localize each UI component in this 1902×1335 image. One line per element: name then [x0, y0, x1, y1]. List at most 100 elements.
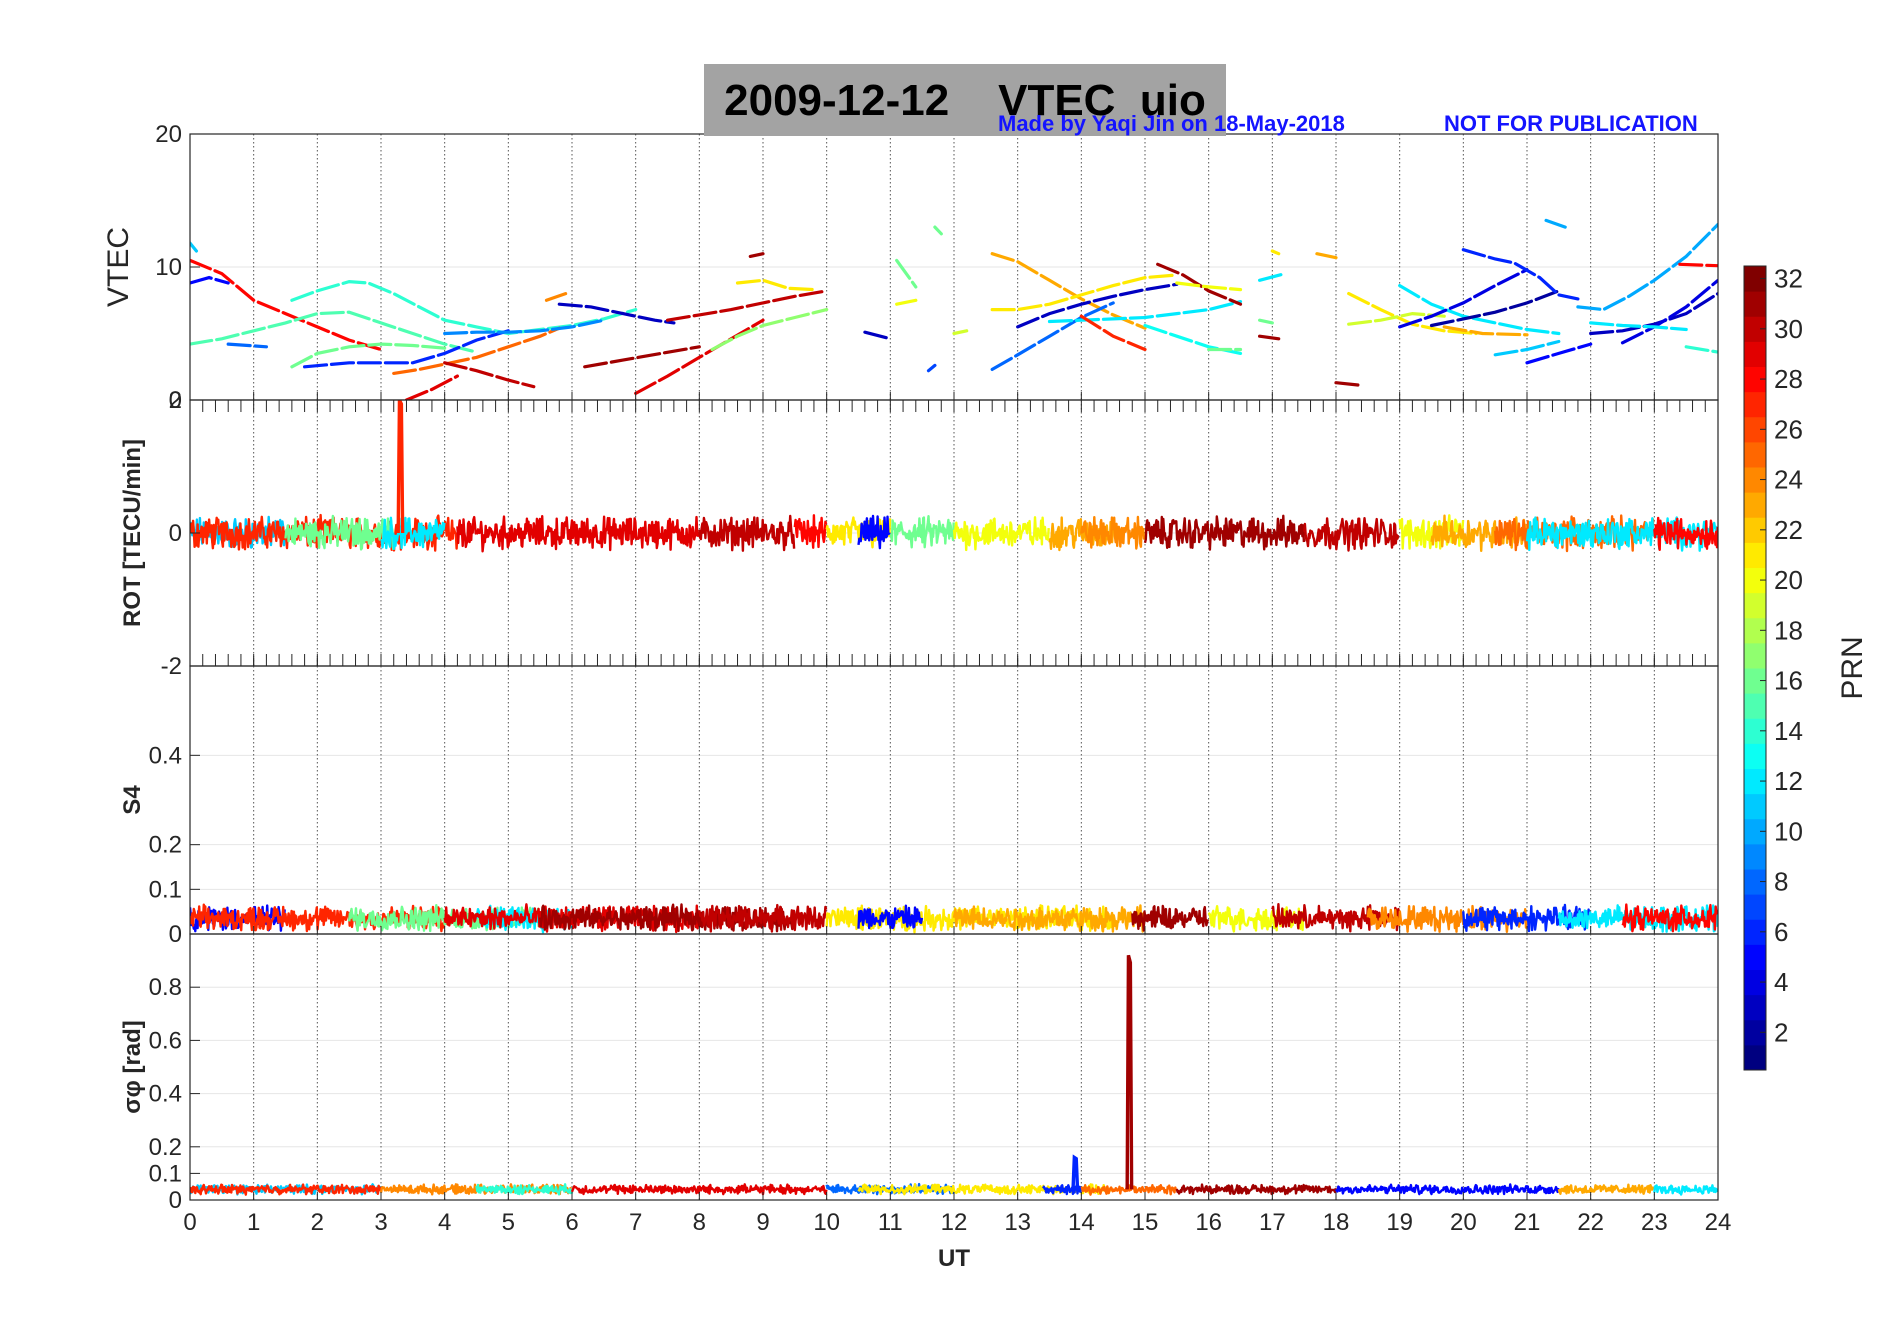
rot-trace-prn-20 — [952, 516, 1050, 552]
vtec-track-prn-5 — [190, 275, 230, 285]
vtec-track-prn-19 — [1347, 311, 1446, 326]
series-group — [190, 218, 1718, 400]
vtec-track-prn-23 — [1442, 325, 1529, 337]
sigma_phi-trace-prn-31 — [1175, 1183, 1337, 1196]
x-tick-label: 4 — [438, 1209, 451, 1236]
vtec-track-prn-3 — [557, 302, 676, 325]
vtec-track-prn-8 — [990, 301, 1115, 371]
sigma_phi-trace-prn-12 — [1653, 1184, 1718, 1196]
vtec-track-prn-6 — [303, 329, 510, 369]
x-tick-label: 0 — [183, 1209, 196, 1236]
colorbar-swatch-16 — [1744, 668, 1766, 694]
colorbar-tick-label: 10 — [1774, 816, 1803, 846]
s4-trace-prn-5 — [857, 904, 924, 930]
colorbar-tick-label: 26 — [1774, 414, 1803, 444]
vtec-track-prn-15 — [190, 310, 479, 354]
x-tick-label: 8 — [693, 1209, 706, 1236]
rot-trace-prn-31 — [1143, 514, 1306, 551]
colorbar-swatch-28 — [1744, 366, 1766, 393]
rot-trace-prn-12 — [380, 516, 446, 550]
x-tick-label: 15 — [1132, 1209, 1159, 1236]
rot-trace-prn-29 — [456, 515, 700, 553]
sigma_phi-trace-prn-23 — [1557, 1183, 1655, 1196]
panel-vtec: 0 10 20 VTEC — [102, 121, 1719, 414]
rot-trace-prn-5 — [857, 514, 891, 550]
vtec-track-prn-29 — [634, 318, 765, 395]
x-tick-label: 10 — [813, 1209, 840, 1236]
x-tick-label: 5 — [502, 1209, 515, 1236]
x-tick-label: 9 — [756, 1209, 769, 1236]
x-tick-label: 14 — [1068, 1209, 1095, 1236]
vtec-track-prn-20 — [1175, 281, 1243, 292]
y-tick-label: 0.1 — [149, 876, 182, 903]
x-tick-label: 2 — [311, 1209, 324, 1236]
vtec-track-prn-14 — [290, 279, 638, 336]
vtec-track-prn-25 — [392, 326, 561, 375]
vtec-track-prn-16 — [290, 342, 447, 369]
vtec-track-prn-12 — [1257, 272, 1287, 282]
colorbar-swatch-24 — [1744, 467, 1766, 493]
vtec-track-prn-2 — [1429, 289, 1561, 328]
s4-trace-prn-6 — [1462, 903, 1591, 933]
colorbar-swatch-12 — [1744, 768, 1766, 795]
colorbar-swatch-17 — [1744, 642, 1766, 669]
y-tick-label: 0.4 — [149, 1081, 182, 1108]
colorbar-tick-label: 2 — [1774, 1017, 1788, 1047]
colorbar-tick-label: 4 — [1774, 967, 1788, 997]
colorbar-swatch-7 — [1744, 894, 1766, 920]
colorbar-tick-label: 30 — [1774, 314, 1803, 344]
vtec-track-prn-4 — [1620, 278, 1718, 345]
y-tick-label: 0 — [169, 1187, 182, 1214]
vtec-track-prn-16 — [895, 258, 918, 289]
vtec-track-prn-11 — [1493, 339, 1561, 357]
vtec-track-prn-10 — [1544, 218, 1567, 229]
colorbar-swatch-8 — [1744, 869, 1766, 895]
x-tick-label: 13 — [1004, 1209, 1031, 1236]
x-tick-label: 16 — [1195, 1209, 1222, 1236]
x-tick-label: 20 — [1450, 1209, 1477, 1236]
y-tick-label: 10 — [155, 254, 182, 281]
sigma_phi-trace-prn-5 — [1334, 1183, 1560, 1196]
colorbar-swatch-23 — [1744, 492, 1766, 518]
y-tick-label: 0.1 — [149, 1160, 182, 1187]
x-tick-label: 22 — [1577, 1209, 1604, 1236]
vtec-track-prn-17 — [710, 308, 829, 352]
vtec-track-prn-3 — [1589, 292, 1718, 336]
rot-trace-prn-27 — [190, 513, 459, 552]
x-axis-label: UT — [938, 1245, 970, 1272]
vtec-track-prn-23 — [1315, 252, 1338, 260]
vtec-track-prn-3 — [863, 330, 892, 341]
y-tick-label: 0.2 — [149, 832, 182, 859]
vtec-track-prn-3 — [1016, 282, 1179, 329]
x-tick-label: 6 — [565, 1209, 578, 1236]
colorbar-swatch-30 — [1744, 316, 1766, 342]
colorbar-swatch-19 — [1744, 592, 1766, 619]
colorbar-swatch-31 — [1744, 291, 1766, 317]
colorbar-tick-label: 24 — [1774, 465, 1803, 495]
vtec-track-prn-7 — [926, 363, 937, 373]
colorbar-tick-label: 28 — [1774, 364, 1803, 394]
vtec-track-prn-14 — [1684, 345, 1718, 354]
y-tick-label: 2 — [169, 387, 182, 414]
colorbar-tick-label: 20 — [1774, 565, 1803, 595]
x-tick-label: 12 — [941, 1209, 968, 1236]
vtec-track-prn-12 — [1589, 321, 1688, 332]
vtec-track-prn-10 — [1576, 222, 1718, 312]
vtec-track-prn-16 — [933, 225, 943, 236]
vtec-track-prn-20 — [895, 298, 918, 306]
colorbar-swatch-6 — [1744, 919, 1766, 945]
colorbar-swatch-29 — [1744, 341, 1766, 367]
colorbar-swatch-14 — [1744, 718, 1766, 744]
title-box: 2009-12-12 VTEC uio — [704, 64, 1226, 136]
notice-annotation: NOT FOR PUBLICATION — [1444, 111, 1698, 136]
vtec-track-prn-19 — [952, 329, 969, 336]
vtec-track-prn-5 — [1525, 342, 1593, 365]
colorbar-swatch-18 — [1744, 617, 1766, 644]
vtec-track-prn-21 — [990, 273, 1179, 312]
colorbar-swatch-27 — [1744, 391, 1766, 418]
vtec-track-prn-28 — [1678, 262, 1718, 268]
colorbar-swatch-1 — [1744, 1044, 1766, 1071]
vtec-track-prn-8 — [226, 342, 268, 349]
series-group — [190, 903, 1718, 934]
